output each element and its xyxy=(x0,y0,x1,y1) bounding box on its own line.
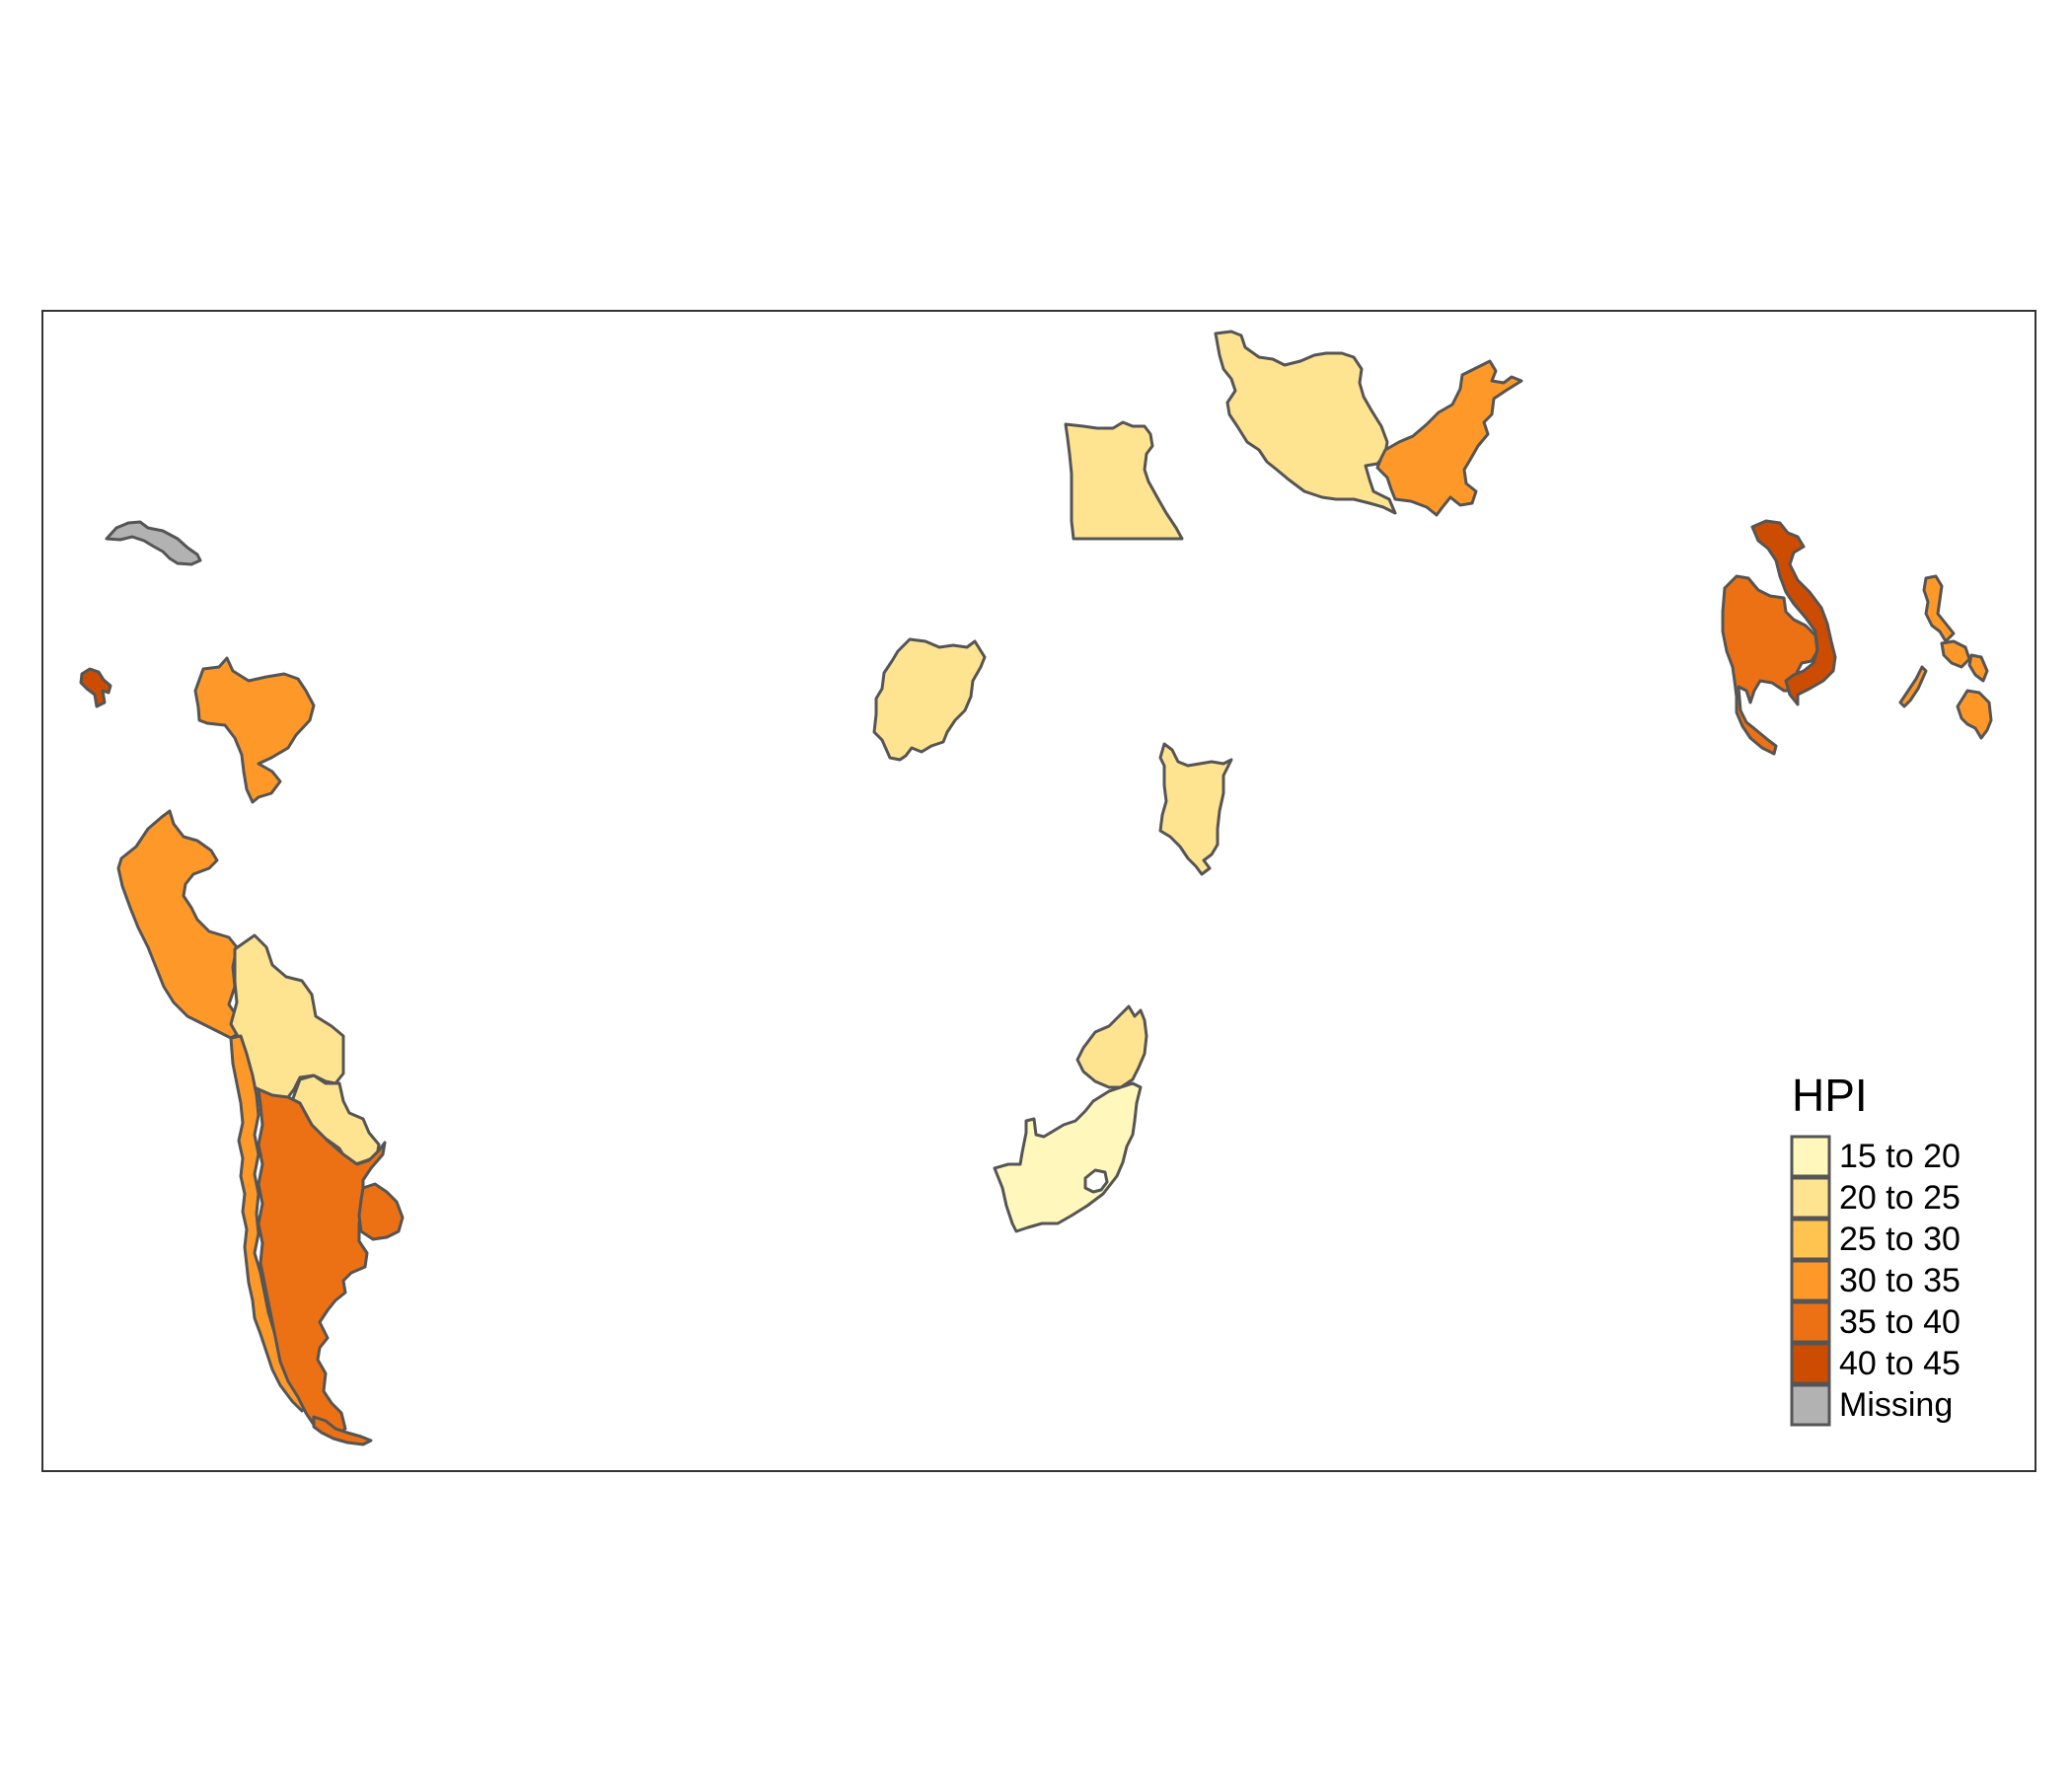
country-kenya xyxy=(1158,742,1233,876)
map-frame xyxy=(41,310,2036,1472)
country-south-africa xyxy=(993,1081,1143,1233)
legend-label-15-to-20: 15 to 20 xyxy=(1839,1138,1961,1175)
country-egypt xyxy=(1064,420,1184,541)
legend-items: 15 to 20 20 to 25 25 to 30 30 to 35 35 to 40… xyxy=(1790,1135,1961,1427)
country-philippines-mindanao xyxy=(1956,689,1993,740)
country-argentina xyxy=(257,1087,387,1439)
country-cuba xyxy=(105,520,202,566)
legend-label-20-to-25: 20 to 25 xyxy=(1839,1179,1961,1217)
country-venezuela xyxy=(193,656,316,804)
country-iran xyxy=(1214,330,1397,515)
legend-swatch-40-to-45 xyxy=(1790,1342,1831,1385)
legend-swatch-35-to-40 xyxy=(1790,1300,1831,1344)
country-thailand xyxy=(1721,574,1819,756)
country-haiti xyxy=(79,667,112,708)
legend: HPI 15 to 20 20 to 25 25 to 30 30 to 35 35 t… xyxy=(1790,1070,1961,1427)
country-zimbabwe xyxy=(1075,1004,1148,1089)
legend-swatch-missing xyxy=(1790,1383,1831,1427)
legend-label-40-to-45: 40 to 45 xyxy=(1839,1345,1961,1382)
legend-label-35-to-40: 35 to 40 xyxy=(1839,1303,1961,1341)
country-philippines xyxy=(1922,574,1956,643)
country-philippines-samar xyxy=(1967,653,1989,683)
legend-swatch-30-to-35 xyxy=(1790,1259,1831,1302)
legend-label-missing: Missing xyxy=(1839,1386,1953,1424)
legend-swatch-25-to-30 xyxy=(1790,1218,1831,1261)
legend-label-30-to-35: 30 to 35 xyxy=(1839,1262,1961,1299)
country-uruguay xyxy=(357,1182,405,1241)
legend-swatch-20-to-25 xyxy=(1790,1176,1831,1220)
legend-title: HPI xyxy=(1792,1070,1868,1121)
country-pakistan xyxy=(1375,359,1523,517)
country-lesotho xyxy=(1083,1168,1109,1194)
country-argentina-island xyxy=(312,1415,373,1446)
country-vietnam xyxy=(1750,519,1837,706)
country-philippines-visayas xyxy=(1940,639,1971,669)
country-peru xyxy=(116,809,245,1040)
country-nigeria xyxy=(872,637,987,762)
legend-label-25-to-30: 25 to 30 xyxy=(1839,1221,1961,1258)
country-chile xyxy=(229,1034,310,1413)
legend-swatch-15-to-20 xyxy=(1790,1135,1831,1178)
country-philippines-palawan xyxy=(1898,665,1928,708)
